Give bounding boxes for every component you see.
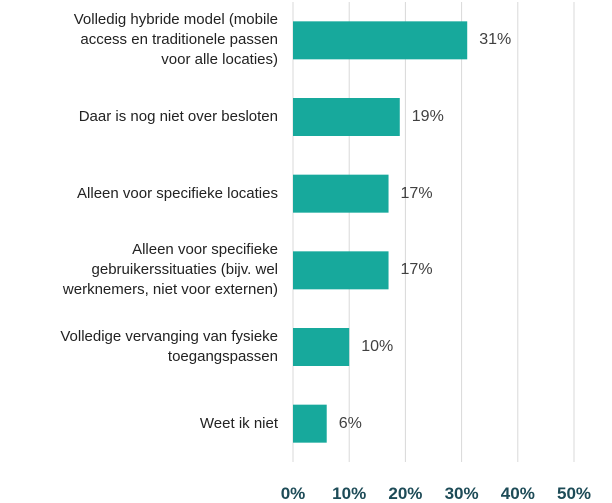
bar bbox=[293, 21, 468, 60]
category-label: Alleen voor specifieke gebruikerssituati… bbox=[62, 241, 278, 299]
x-tick-label: 20% bbox=[388, 484, 423, 503]
bar bbox=[293, 404, 327, 443]
x-tick-label: 30% bbox=[444, 484, 479, 503]
category-label: Weet ik niet bbox=[199, 414, 278, 432]
x-tick-label: 50% bbox=[556, 484, 592, 503]
bar bbox=[293, 174, 389, 213]
data-label: 19% bbox=[411, 108, 444, 125]
x-tick-label: 40% bbox=[500, 484, 535, 503]
bar bbox=[293, 251, 389, 290]
bar bbox=[293, 98, 400, 136]
data-label: 31% bbox=[479, 31, 512, 49]
x-tick-label: 0% bbox=[280, 484, 306, 503]
category-label: Volledige vervanging van fysieke toegang… bbox=[60, 328, 278, 365]
data-label: 6% bbox=[338, 414, 362, 432]
category-label: Alleen voor specifieke locaties bbox=[77, 184, 278, 202]
bar bbox=[293, 328, 350, 366]
x-tick-label: 10% bbox=[332, 484, 367, 503]
category-label: Daar is nog niet over besloten bbox=[78, 108, 278, 125]
data-label: 17% bbox=[400, 184, 433, 202]
category-label: Volledig hybride model (mobile access en… bbox=[73, 11, 278, 69]
data-label: 10% bbox=[361, 338, 394, 355]
data-label: 17% bbox=[400, 261, 433, 279]
